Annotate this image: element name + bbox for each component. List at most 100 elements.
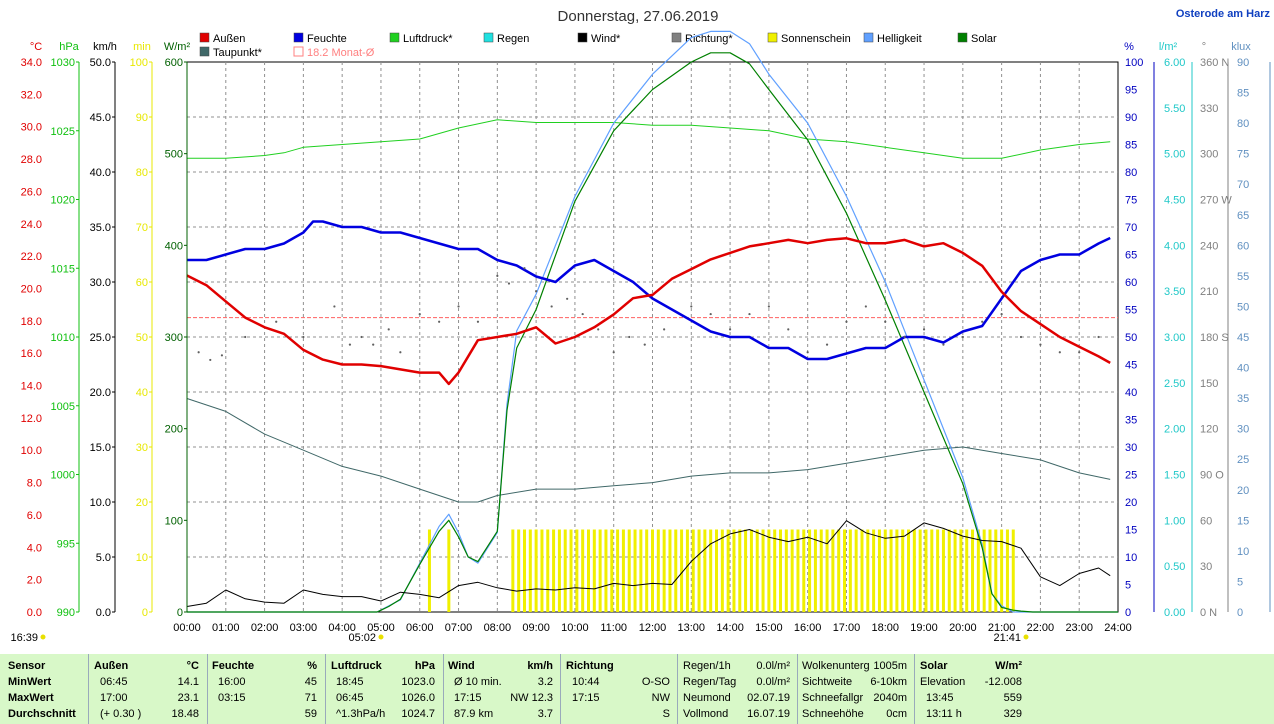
legend-swatch	[199, 46, 210, 57]
axis-unit: min	[133, 41, 151, 53]
direction-point	[360, 335, 363, 339]
axis-tick-label: 20.0	[21, 283, 42, 295]
footer-label: Vollmond	[683, 708, 729, 720]
axis-tick-label: 20	[136, 497, 148, 509]
axis-tick-label: 15.0	[90, 442, 111, 454]
axis-tick-label: 5.00	[1164, 149, 1185, 161]
sun-icon	[1023, 634, 1029, 640]
axis-tick-label: 30	[136, 442, 148, 454]
axes: 00:00 01:00 02:00 03:00 04:00 05:00 06:00 07:00…	[10, 41, 1271, 644]
sunshine-bar	[790, 529, 794, 612]
axis-tick-label: 90	[1237, 57, 1249, 69]
direction-point	[209, 358, 212, 362]
axis-tick-label: 15	[1125, 525, 1137, 537]
axis-tick-label: 34.0	[21, 57, 42, 69]
axis-tick-label: 40	[1125, 387, 1137, 399]
sunshine-bar	[586, 529, 590, 612]
axis-tick-label: 25.0	[90, 332, 111, 344]
axis-tick-label: 1.00	[1164, 515, 1185, 527]
footer-time: ^1.3hPa/h	[336, 708, 386, 720]
footer-value: 0cm	[886, 708, 907, 720]
sunshine-bars	[427, 529, 1015, 612]
axis-tick-label: 90 O	[1200, 470, 1224, 482]
footer-time: 17:15	[454, 692, 482, 704]
direction-point	[438, 320, 441, 323]
footer-unit: W/m²	[995, 660, 1022, 672]
axis-tick-label: 4.50	[1164, 195, 1185, 207]
sunshine-bar	[517, 529, 521, 612]
direction-point	[1039, 343, 1042, 346]
x-tick-label: 00:00	[173, 622, 201, 634]
right-axis-0: %100959085807570656055504540353025201510…	[1124, 41, 1155, 619]
x-tick-label: 15:00	[755, 622, 783, 634]
direction-point	[348, 343, 352, 346]
legend-label: Richtung*	[685, 33, 733, 45]
direction-point	[628, 335, 631, 339]
legend-item: Außen	[199, 32, 245, 45]
sunshine-bar	[552, 529, 556, 612]
axis-tick-label: 100	[1125, 57, 1143, 69]
footer-separator	[325, 654, 326, 724]
axis-tick-label: 30	[1200, 561, 1212, 573]
axis-tick-label: 60	[1200, 515, 1212, 527]
sunshine-bar	[668, 529, 672, 612]
axis-tick-label: 0	[1125, 607, 1131, 619]
footer-row-label: MaxWert	[8, 692, 54, 704]
direction-point	[709, 312, 712, 316]
footer-value: 2040m	[873, 692, 907, 704]
sunshine-bar	[592, 529, 596, 612]
axis-tick-label: 35	[1237, 393, 1249, 405]
x-tick-label: 02:00	[251, 622, 279, 634]
axis-tick-label: 1000	[51, 470, 75, 482]
series-solar-line	[187, 52, 1118, 613]
sunshine-bar	[662, 529, 666, 612]
footer-value: 329	[1003, 708, 1022, 720]
sunshine-bar	[621, 529, 625, 612]
direction-point	[884, 320, 887, 323]
sunshine-bar	[738, 529, 742, 612]
axis-tick-label: 50	[136, 332, 148, 344]
axis-tick-label: 0	[142, 607, 148, 619]
axis-tick-label: 0 N	[1200, 607, 1217, 619]
axis-tick-label: 32.0	[21, 89, 42, 101]
direction-point	[864, 305, 867, 308]
footer-time: (+ 0.30 )	[100, 708, 142, 720]
axis-tick-label: 60	[136, 277, 148, 289]
direction-point	[1097, 335, 1100, 339]
direction-point	[981, 320, 984, 323]
footer-separator	[207, 654, 208, 724]
footer-value: 559	[1003, 692, 1022, 704]
sun-icon	[40, 634, 46, 640]
direction-point	[903, 335, 906, 339]
x-tick-label: 17:00	[833, 622, 861, 634]
direction-point	[1000, 312, 1003, 316]
sunshine-bar	[837, 529, 841, 612]
axis-tick-label: 55	[1237, 271, 1249, 283]
axis-tick-label: 15	[1237, 515, 1249, 527]
axis-tick-label: 180 S	[1200, 332, 1229, 344]
footer-value: 1024.7	[401, 708, 435, 720]
legend-swatch	[577, 32, 588, 43]
footer-value: 16.07.19	[747, 708, 790, 720]
sunshine-bar	[959, 529, 963, 612]
sunshine-bar	[924, 529, 928, 612]
direction-point	[418, 312, 421, 316]
sunshine-bar	[936, 529, 940, 612]
x-tick-label: 11:00	[600, 622, 627, 634]
footer-label: Regen/1h	[683, 660, 731, 672]
footer-label: Regen/Tag	[683, 676, 737, 688]
direction-point	[496, 274, 499, 277]
sunshine-bar	[732, 529, 736, 612]
axis-tick-label: 3.00	[1164, 332, 1185, 344]
direction-point	[663, 328, 666, 331]
axis-tick-label: 10	[1237, 546, 1249, 558]
sunshine-bar	[569, 529, 573, 612]
sunshine-bar	[604, 529, 608, 612]
axis-tick-label: 80	[1237, 118, 1249, 130]
chart-title: Donnerstag, 27.06.2019	[558, 8, 719, 25]
direction-point	[961, 335, 964, 339]
axis-tick-label: 30.0	[21, 122, 42, 134]
axis-tick-label: 600	[165, 57, 183, 69]
axis-tick-label: 4.0	[27, 542, 42, 554]
footer-time: 18:45	[336, 676, 364, 688]
